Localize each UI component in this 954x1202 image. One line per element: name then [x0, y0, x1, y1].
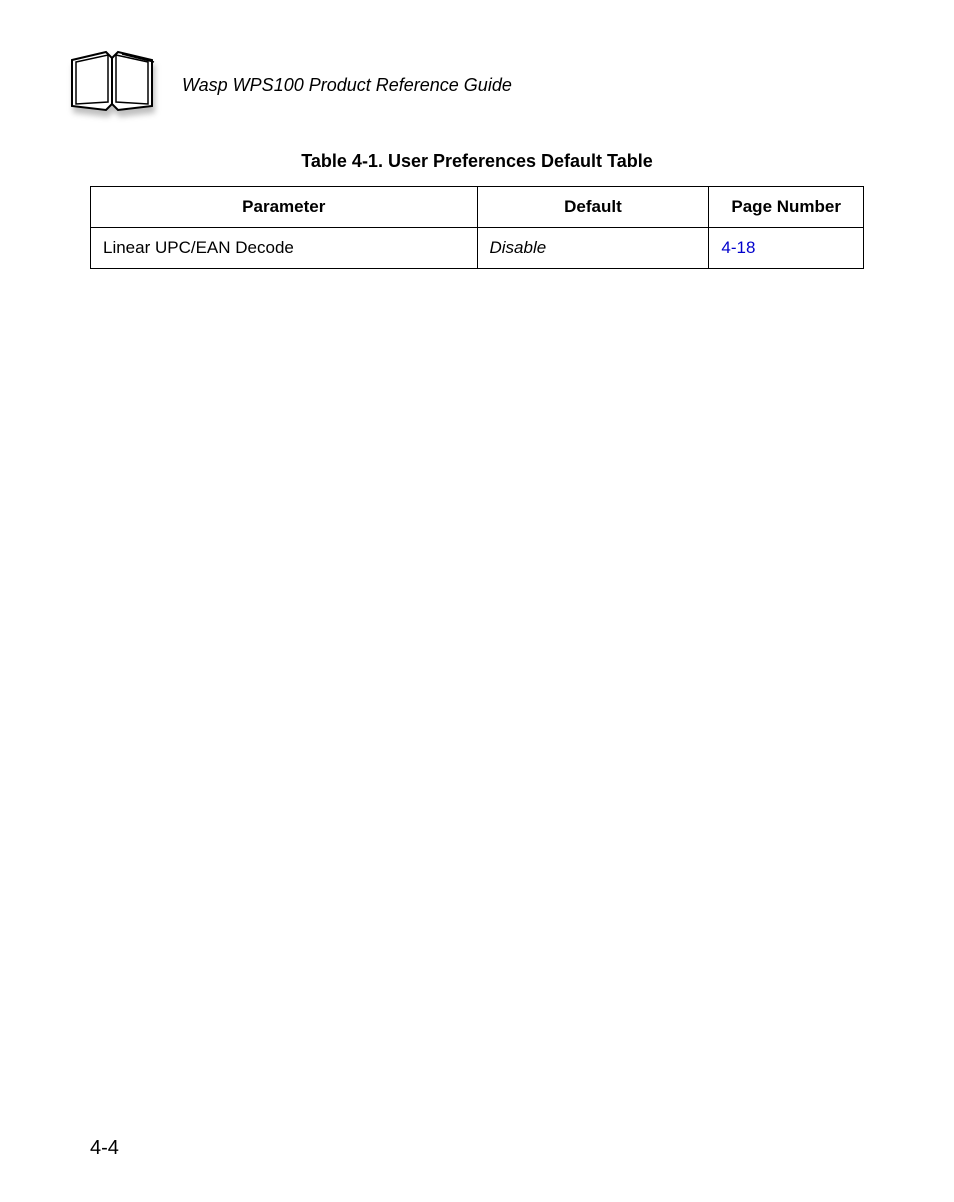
- col-default: Default: [477, 187, 709, 228]
- document-page: Wasp WPS100 Product Reference Guide Tabl…: [0, 0, 954, 1202]
- book-icon: [62, 48, 162, 123]
- cell-default: Disable: [477, 228, 709, 269]
- table-header-row: Parameter Default Page Number: [91, 187, 864, 228]
- cell-parameter: Linear UPC/EAN Decode: [91, 228, 478, 269]
- header-title: Wasp WPS100 Product Reference Guide: [182, 75, 512, 97]
- page-number: 4-4: [90, 1137, 119, 1160]
- table-row: Linear UPC/EAN Decode Disable 4-18: [91, 228, 864, 269]
- table-caption: Table 4-1. User Preferences Default Tabl…: [90, 151, 864, 172]
- col-parameter: Parameter: [91, 187, 478, 228]
- preferences-table: Parameter Default Page Number Linear UPC…: [90, 186, 864, 269]
- col-page: Page Number: [709, 187, 864, 228]
- page-header: Wasp WPS100 Product Reference Guide: [62, 48, 864, 123]
- cell-page-link[interactable]: 4-18: [709, 228, 864, 269]
